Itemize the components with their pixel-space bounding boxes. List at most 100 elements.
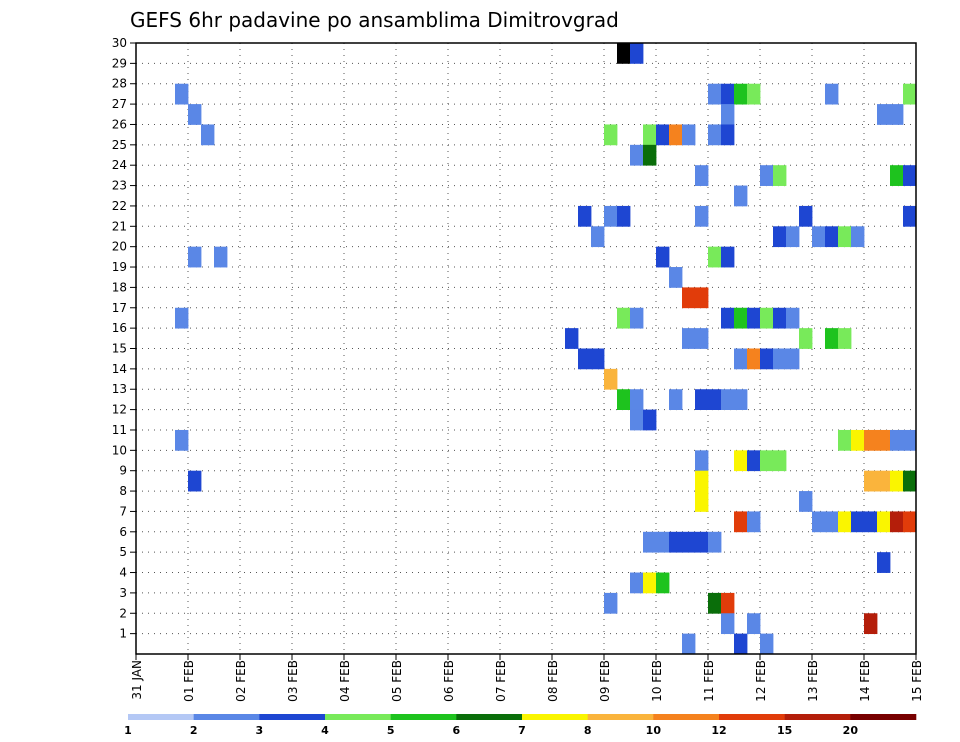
- y-tick-label: 14: [112, 362, 127, 376]
- x-tick-label: 10 FEB: [650, 660, 664, 702]
- data-cell: [734, 307, 748, 329]
- data-cell: [630, 409, 644, 431]
- data-cell: [669, 389, 683, 410]
- data-cell: [734, 633, 748, 655]
- data-cell: [656, 531, 670, 553]
- y-tick-label: 2: [119, 606, 127, 620]
- colorbar-segment: [193, 714, 260, 720]
- data-cell: [188, 246, 202, 268]
- x-tick-label: 09 FEB: [598, 660, 612, 702]
- data-cell: [708, 531, 722, 553]
- data-cell: [630, 43, 644, 64]
- data-cell: [890, 165, 904, 186]
- data-cell: [708, 246, 722, 268]
- data-cell: [851, 511, 865, 533]
- data-cell: [786, 226, 800, 248]
- x-tick-label: 07 FEB: [494, 660, 508, 702]
- data-cell: [838, 328, 852, 349]
- data-cell: [721, 246, 735, 268]
- y-tick-label: 22: [112, 199, 127, 213]
- colorbar-segment: [522, 714, 588, 720]
- x-tick-label: 14 FEB: [858, 660, 872, 702]
- y-tick-label: 17: [112, 301, 127, 315]
- x-tick-label: 06 FEB: [442, 660, 456, 702]
- data-cell: [799, 328, 813, 349]
- data-cell: [838, 429, 852, 451]
- data-cell: [643, 531, 657, 553]
- data-cell: [630, 144, 644, 166]
- data-cell: [734, 450, 748, 472]
- data-cell: [643, 572, 657, 594]
- y-tick-label: 21: [112, 219, 127, 233]
- data-cell: [851, 226, 865, 248]
- y-tick-label: 9: [119, 464, 127, 478]
- data-cell: [838, 511, 852, 533]
- data-cell: [760, 348, 774, 370]
- data-cell: [656, 572, 670, 594]
- x-tick-label: 31 JAN: [130, 660, 144, 700]
- data-cell: [851, 429, 865, 451]
- colorbar-legend: 1 2 3 4 5 6 7 8 10 12 15 20: [124, 714, 917, 737]
- data-cell: [695, 491, 709, 512]
- y-tick-label: 19: [112, 260, 127, 274]
- colorbar-tick-label: 15: [777, 724, 792, 737]
- data-cell: [201, 124, 215, 146]
- colorbar-segment: [719, 714, 785, 720]
- data-cell: [682, 633, 696, 655]
- data-cell: [695, 470, 709, 492]
- colorbar-tick-label: 4: [321, 724, 329, 737]
- y-tick-label: 29: [112, 56, 127, 70]
- data-cell: [760, 165, 774, 186]
- data-cell: [669, 267, 683, 288]
- data-cell: [708, 83, 722, 105]
- data-cell: [188, 470, 202, 492]
- data-cell: [656, 246, 670, 268]
- data-cell: [864, 511, 878, 533]
- data-cell: [721, 307, 735, 329]
- colorbar-segment: [850, 714, 917, 720]
- data-cell: [695, 287, 709, 309]
- data-cell: [617, 43, 631, 64]
- data-cell: [578, 205, 592, 227]
- x-tick-label: 13 FEB: [806, 660, 820, 702]
- data-cell: [773, 226, 787, 248]
- y-tick-label: 3: [119, 586, 127, 600]
- y-tick-label: 4: [119, 566, 127, 580]
- data-cell: [721, 83, 735, 105]
- x-tick-label: 03 FEB: [286, 660, 300, 702]
- data-cell: [695, 328, 709, 349]
- x-tick-label: 05 FEB: [390, 660, 404, 702]
- data-cell: [890, 429, 904, 451]
- data-cell: [565, 328, 579, 349]
- data-cell: [695, 450, 709, 472]
- data-cell: [760, 633, 774, 655]
- data-cell: [903, 165, 917, 186]
- colorbar-segment: [653, 714, 720, 720]
- y-tick-label: 10: [112, 443, 127, 457]
- data-cell: [643, 409, 657, 431]
- data-cell: [591, 226, 605, 248]
- data-cell: [903, 429, 917, 451]
- data-cell: [890, 470, 904, 492]
- data-cell: [786, 307, 800, 329]
- data-cell: [682, 531, 696, 553]
- data-cell: [903, 205, 917, 227]
- data-cell: [773, 348, 787, 370]
- data-cells: [175, 43, 917, 655]
- data-cell: [721, 104, 735, 125]
- data-cell: [604, 368, 618, 390]
- data-cell: [864, 470, 878, 492]
- data-cell: [682, 287, 696, 309]
- y-tick-label: 12: [112, 403, 127, 417]
- data-cell: [630, 389, 644, 410]
- data-cell: [695, 205, 709, 227]
- data-cell: [890, 104, 904, 125]
- data-cell: [877, 104, 891, 125]
- data-cell: [656, 124, 670, 146]
- data-cell: [747, 511, 761, 533]
- data-cell: [721, 613, 735, 635]
- data-cell: [747, 613, 761, 635]
- data-cell: [669, 124, 683, 146]
- data-cell: [617, 307, 631, 329]
